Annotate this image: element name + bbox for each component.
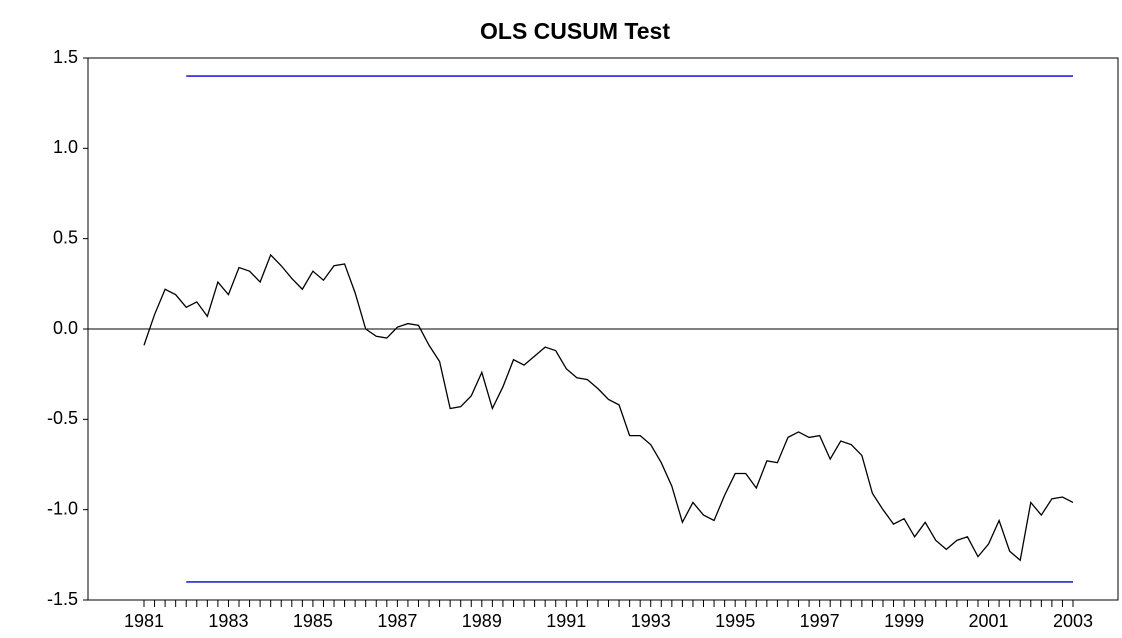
x-tick-label: 1995 <box>715 611 755 631</box>
y-tick-label: 1.0 <box>53 137 78 157</box>
x-tick-label: 1983 <box>208 611 248 631</box>
x-tick-label: 2001 <box>969 611 1009 631</box>
y-tick-label: -1.5 <box>47 589 78 609</box>
y-tick-label: -0.5 <box>47 408 78 428</box>
y-tick-label: -1.0 <box>47 498 78 518</box>
x-tick-label: 1985 <box>293 611 333 631</box>
x-tick-label: 1987 <box>377 611 417 631</box>
x-tick-label: 1993 <box>631 611 671 631</box>
x-tick-label: 1997 <box>800 611 840 631</box>
y-tick-label: 0.5 <box>53 227 78 247</box>
x-tick-label: 1989 <box>462 611 502 631</box>
x-tick-label: 2003 <box>1053 611 1093 631</box>
y-tick-label: 0.0 <box>53 318 78 338</box>
x-tick-label: 1981 <box>124 611 164 631</box>
series-line <box>143 253 1074 562</box>
x-tick-label: 1999 <box>884 611 924 631</box>
x-tick-label: 1991 <box>546 611 586 631</box>
chart-title: OLS CUSUM Test <box>480 18 670 44</box>
y-tick-label: 1.5 <box>53 47 78 67</box>
